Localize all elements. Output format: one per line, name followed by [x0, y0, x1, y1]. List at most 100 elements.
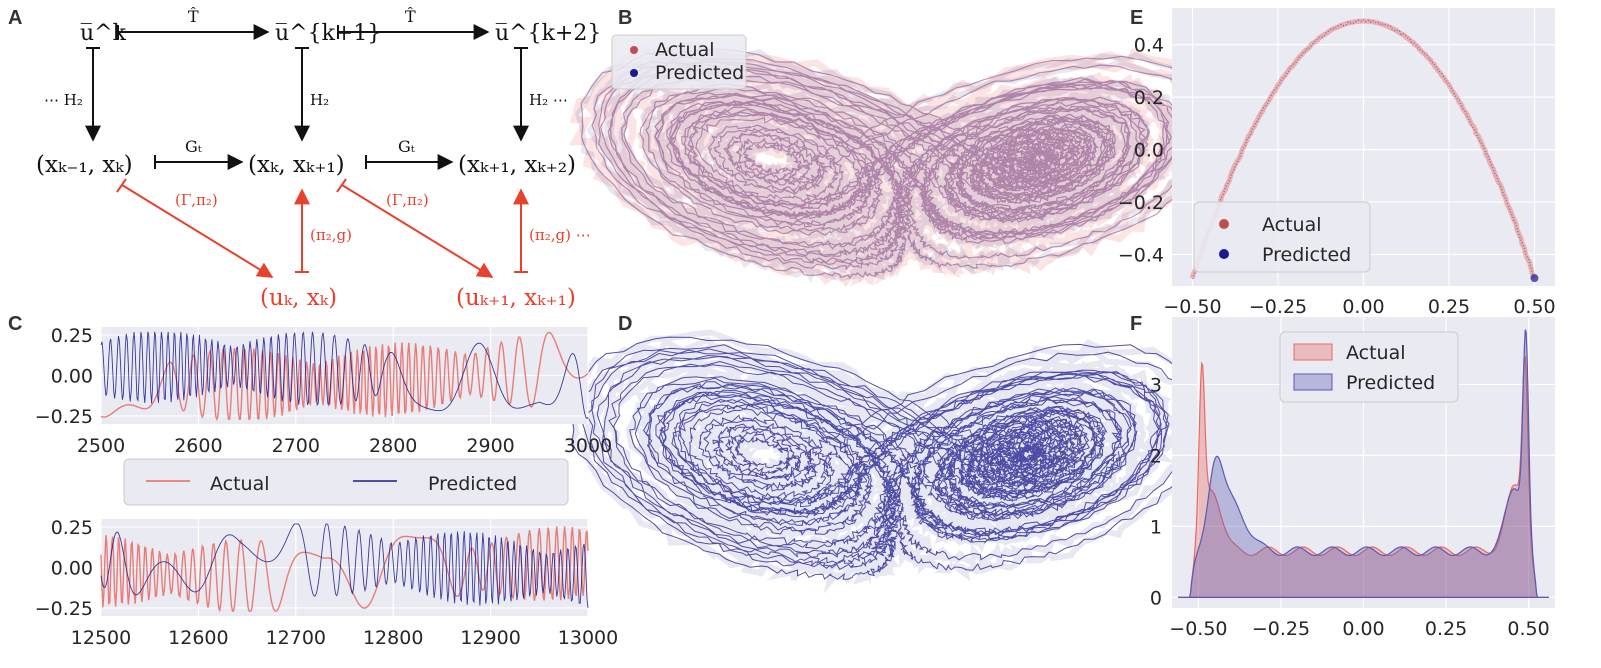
xtick-c-bottom-0: 12500: [71, 627, 131, 649]
xtick-e-0: −0.50: [1163, 296, 1221, 318]
arrow-gamma-1: [121, 184, 274, 278]
xtick-c-top-1: 2600: [174, 435, 222, 457]
xtick-c-bottom-1: 12600: [168, 627, 228, 649]
panel-label-c: C: [8, 313, 22, 335]
xtick-c-bottom-3: 12800: [363, 627, 423, 649]
xtick-f-0: −0.50: [1169, 618, 1227, 640]
node-u-x-k1: (uₖ₊₁, xₖ₊₁): [456, 285, 576, 311]
timeseries-bottom-panel: 12500 12600 12700 12800 12900 13000 0.25 0.00 −0…: [35, 517, 618, 649]
ytick-c-bottom-1: 0.00: [51, 558, 93, 580]
legend-b-actual-label: Actual: [655, 39, 715, 61]
xtick-c-top-3: 2800: [369, 435, 417, 457]
attractor-overlay-panel: Actual Predicted: [569, 34, 1225, 288]
panel-label-f: F: [1130, 313, 1142, 335]
node-x-k1: (xₖ₊₁, xₖ₊₂): [458, 152, 576, 178]
ytick-c-bottom-2: −0.25: [35, 598, 93, 620]
label-g1: Gₜ: [185, 137, 202, 156]
node-u-x-k: (uₖ, xₖ): [260, 285, 337, 311]
ytick-f-3: 0: [1150, 587, 1162, 609]
ytick-e-0: 0.4: [1134, 35, 1164, 57]
legend-e: [1193, 201, 1371, 273]
legend-f-actual-swatch: [1293, 343, 1333, 361]
node-u-k: u̅^k: [80, 21, 127, 46]
xtick-f-3: 0.25: [1425, 618, 1467, 640]
legend-f: [1279, 331, 1459, 403]
arrow-gamma-2: [341, 184, 494, 278]
xtick-e-2: 0.00: [1342, 296, 1384, 318]
label-h-right: H₂ ⋯: [529, 91, 568, 109]
legend-f-predicted-swatch: [1293, 373, 1333, 391]
label-t2: T̂: [405, 7, 416, 26]
panel-label-a: A: [8, 7, 22, 29]
series-e-endpoint: [1530, 274, 1539, 283]
xtick-e-1: −0.25: [1249, 296, 1307, 318]
area-f-predicted: [1178, 329, 1549, 598]
legend-f-actual-label: Actual: [1346, 342, 1406, 364]
legend-b-actual-marker: [630, 46, 638, 54]
legend-b: [611, 34, 747, 90]
series-c-bottom-predicted: [100, 523, 589, 608]
attractor-d-predicted: [570, 336, 1209, 580]
label-pig-1: (π₂,g): [310, 226, 352, 244]
xtick-f-2: 0.00: [1342, 618, 1384, 640]
legend-e-predicted-marker: [1219, 249, 1229, 259]
node-u-k1: u̅^{k+1}: [275, 21, 381, 46]
timeseries-top-panel: 2500 2600 2700 2800 2900 3000 0.25 0.00 −0.25: [35, 325, 612, 457]
panel-label-d: D: [618, 313, 632, 335]
label-pig-2: (π₂,g) ⋯: [529, 226, 591, 244]
ytick-e-2: 0.0: [1134, 140, 1164, 162]
label-gamma-1: (Γ,π₂): [175, 191, 218, 209]
label-h-mid: H₂: [310, 91, 329, 109]
xtick-c-bottom-2: 12700: [266, 627, 326, 649]
diagram-panel: u̅^k u̅^{k+1} u̅^{k+2} T̂ T̂ ⋯ H₂ H₂ H₂ …: [36, 7, 601, 311]
series-c-top-predicted: [100, 331, 589, 420]
xtick-f-4: 0.50: [1507, 618, 1549, 640]
series-c-top-actual: [100, 331, 589, 422]
xtick-e-4: 0.50: [1513, 296, 1555, 318]
ytick-f-1: 2: [1150, 445, 1162, 467]
ytick-f-0: 3: [1150, 374, 1162, 396]
ytick-c-bottom-0: 0.25: [51, 517, 93, 539]
ytick-e-3: −0.2: [1118, 192, 1164, 214]
legend-f-predicted-label: Predicted: [1346, 372, 1435, 394]
ytick-c-top-1: 0.00: [51, 366, 93, 388]
xtick-c-bottom-5: 13000: [558, 627, 618, 649]
xtick-c-top-2: 2700: [272, 435, 320, 457]
label-t1: T̂: [188, 7, 199, 26]
legend-b-predicted-marker: [630, 69, 638, 77]
legend-e-predicted-label: Predicted: [1262, 244, 1351, 266]
return-map-panel: −0.50 −0.25 0.00 0.25 0.500.40.20.0−0.2−0.4 …: [1118, 8, 1556, 318]
xtick-c-bottom-4: 12900: [460, 627, 520, 649]
label-gamma-2: (Γ,π₂): [386, 191, 429, 209]
legend-c: Actual Predicted: [123, 458, 569, 506]
legend-e-actual-marker: [1219, 219, 1229, 229]
legend-e-actual-label: Actual: [1262, 214, 1322, 236]
area-f-actual: [1178, 355, 1549, 598]
label-g2: Gₜ: [398, 137, 415, 156]
label-h-left: ⋯ H₂: [44, 91, 83, 109]
series-e-predicted: [1191, 18, 1536, 280]
density-panel: −0.50 −0.25 0.00 0.25 0.50 3 2 1 0 Actual Predic…: [1150, 317, 1555, 640]
attractor-b-actual: [569, 41, 1225, 288]
node-x-k: (xₖ, xₖ₊₁): [248, 152, 345, 178]
node-x-km1: (xₖ₋₁, xₖ): [36, 152, 133, 178]
node-u-k2: u̅^{k+2}: [495, 21, 601, 46]
panel-label-e: E: [1130, 7, 1143, 29]
ytick-c-top-2: −0.25: [35, 406, 93, 428]
attractor-predicted-panel: [567, 329, 1218, 594]
attractor-traces-d: [567, 329, 1218, 594]
legend-c-actual-label: Actual: [210, 473, 270, 495]
ytick-c-top-0: 0.25: [51, 325, 93, 347]
xtick-c-top-5: 3000: [564, 435, 612, 457]
attractor-traces-b: [569, 41, 1225, 288]
legend-b-predicted-label: Predicted: [655, 62, 744, 84]
ytick-f-2: 1: [1150, 516, 1162, 538]
ytick-e-4: −0.4: [1118, 245, 1164, 267]
xtick-f-1: −0.25: [1252, 618, 1310, 640]
xtick-e-3: 0.25: [1428, 296, 1470, 318]
panel-label-b: B: [618, 7, 632, 29]
xtick-c-top-0: 2500: [77, 435, 125, 457]
legend-c-predicted-label: Predicted: [428, 473, 517, 495]
series-e-actual: [1189, 18, 1537, 279]
